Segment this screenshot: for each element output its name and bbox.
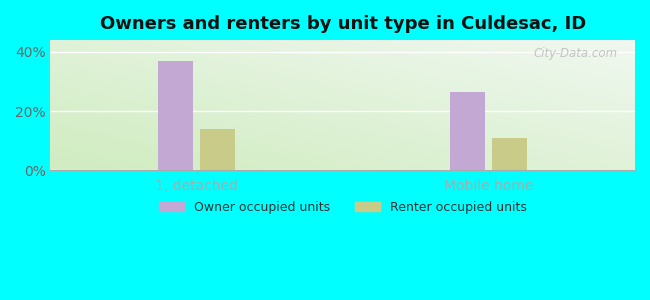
Title: Owners and renters by unit type in Culdesac, ID: Owners and renters by unit type in Culde…	[99, 15, 586, 33]
Bar	[158, 61, 193, 170]
Bar	[200, 129, 235, 170]
Bar	[450, 92, 486, 170]
Text: City-Data.com: City-Data.com	[534, 46, 618, 60]
Legend: Owner occupied units, Renter occupied units: Owner occupied units, Renter occupied un…	[154, 196, 532, 219]
Bar	[493, 138, 527, 170]
